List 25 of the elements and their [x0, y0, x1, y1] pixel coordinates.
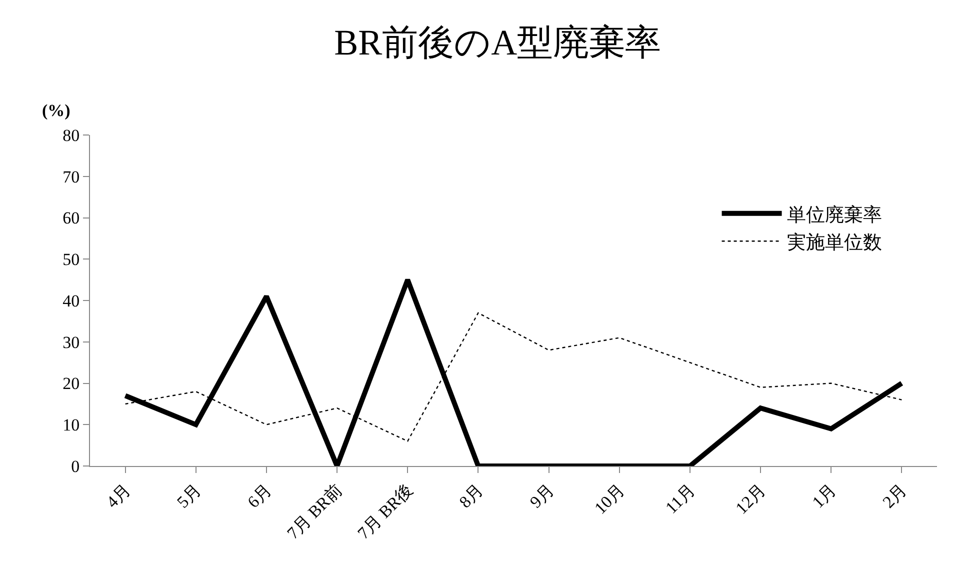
y-tick-label: 70 [62, 167, 80, 186]
x-tick-label: 7月 BR後 [354, 480, 416, 543]
y-tick-label: 0 [71, 456, 80, 476]
x-tick-label: 5月 [173, 480, 205, 512]
legend-label: 単位廃棄率 [786, 204, 882, 226]
x-tick-label: 1月 [808, 480, 840, 512]
x-tick-label: 11月 [662, 480, 699, 518]
y-tick-label: 30 [62, 332, 80, 352]
y-tick-label: 80 [62, 126, 80, 145]
y-tick-label: 60 [62, 208, 80, 228]
x-tick-label: 6月 [244, 480, 276, 512]
y-tick-label: 40 [62, 291, 80, 310]
y-tick-label: 50 [62, 250, 80, 270]
y-tick-label: 10 [62, 416, 80, 435]
x-tick-label: 9月 [526, 480, 558, 512]
x-tick-label: 2月 [879, 480, 911, 512]
x-tick-label: 4月 [102, 480, 134, 512]
legend-label: 実施単位数 [786, 232, 882, 254]
y-axis-title: (%) [42, 101, 70, 120]
x-tick-label: 7月 BR前 [283, 480, 346, 543]
x-tick-label: 8月 [456, 480, 488, 512]
chart-title: BR前後のA型廃棄率 [334, 22, 662, 62]
y-tick-label: 20 [62, 374, 80, 394]
x-tick-label: 12月 [732, 480, 770, 518]
x-tick-label: 10月 [590, 480, 628, 518]
